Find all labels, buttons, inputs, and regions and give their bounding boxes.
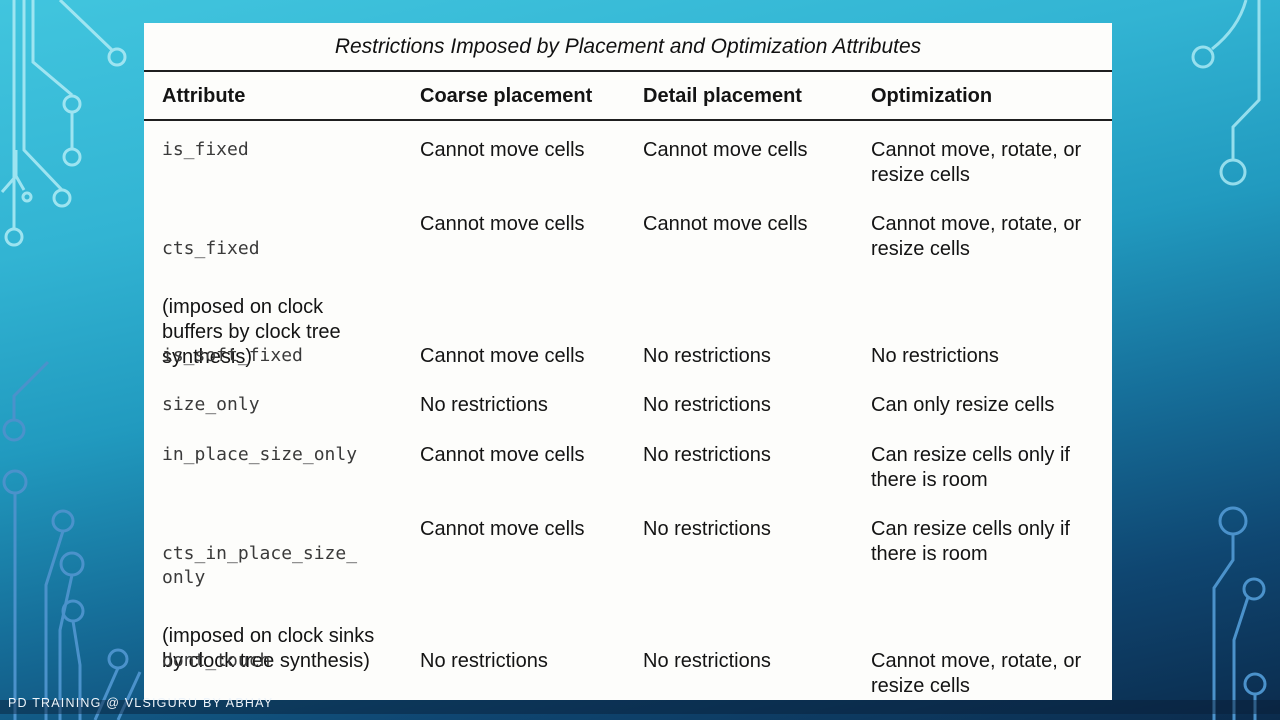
attribute-name: dont_touch [162, 650, 271, 671]
detail-placement-value: Cannot move cells [643, 139, 808, 161]
detail-placement-value: No restrictions [643, 444, 771, 466]
table-row: cts_fixed (imposed on clock buffers by c… [144, 212, 1112, 368]
coarse-placement-value: No restrictions [420, 394, 548, 416]
slide-table-panel: Restrictions Imposed by Placement and Op… [144, 23, 1112, 700]
attribute-note: (imposed on clock buffers by clock tree … [162, 296, 341, 368]
column-header-coarse-placement: Coarse placement [420, 84, 593, 107]
table-title: Restrictions Imposed by Placement and Op… [334, 34, 922, 58]
attribute-name: size_only [162, 394, 260, 415]
optimization-value: Can resize cells only if there is room [871, 444, 1070, 491]
table-row: size_only No restrictions No restriction… [144, 393, 1112, 443]
table-header-row: Attribute Coarse placement Detail placem… [144, 72, 1112, 121]
coarse-placement-value: Cannot move cells [420, 444, 585, 466]
optimization-value: Cannot move, rotate, or resize cells [871, 213, 1082, 260]
attribute-name: is_soft_fixed [162, 345, 303, 366]
attribute-name: cts_in_place_size_ only [162, 543, 358, 588]
attribute-name: is_fixed [162, 139, 249, 160]
coarse-placement-value: Cannot move cells [420, 345, 585, 367]
optimization-value: Can only resize cells [871, 394, 1055, 416]
coarse-placement-value: Cannot move cells [420, 139, 585, 161]
footer-band [0, 700, 1280, 714]
footer-credit: PD TRAINING @ VLSIGURU BY ABHAY [8, 696, 274, 710]
table-body: is_fixed Cannot move cells Cannot move c… [144, 121, 1112, 705]
table-row: is_soft_fixed Cannot move cells No restr… [144, 344, 1112, 393]
table-row: in_place_size_only Cannot move cells No … [144, 443, 1112, 517]
coarse-placement-value: No restrictions [420, 650, 548, 672]
coarse-placement-value: Cannot move cells [420, 213, 585, 235]
table-title-row: Restrictions Imposed by Placement and Op… [144, 23, 1112, 72]
column-header-attribute: Attribute [162, 84, 246, 107]
attribute-name: in_place_size_only [162, 444, 358, 465]
coarse-placement-value: Cannot move cells [420, 518, 585, 540]
optimization-value: Can resize cells only if there is room [871, 518, 1070, 565]
detail-placement-value: No restrictions [643, 650, 771, 672]
detail-placement-value: Cannot move cells [643, 213, 808, 235]
attribute-name: cts_fixed [162, 238, 260, 259]
detail-placement-value: No restrictions [643, 345, 771, 367]
optimization-value: Cannot move, rotate, or resize cells [871, 139, 1082, 186]
attribute-note: (imposed on clock sinks by clock tree sy… [162, 625, 375, 672]
table-row: cts_in_place_size_ only (imposed on cloc… [144, 517, 1112, 672]
detail-placement-value: No restrictions [643, 394, 771, 416]
column-header-optimization: Optimization [871, 84, 993, 107]
optimization-value: No restrictions [871, 345, 999, 367]
table-row: dont_touch No restrictions No restrictio… [144, 649, 1112, 705]
detail-placement-value: No restrictions [643, 518, 771, 540]
optimization-value: Cannot move, rotate, or resize cells [871, 650, 1082, 697]
table-row: is_fixed Cannot move cells Cannot move c… [144, 138, 1112, 212]
column-header-detail-placement: Detail placement [643, 84, 802, 107]
